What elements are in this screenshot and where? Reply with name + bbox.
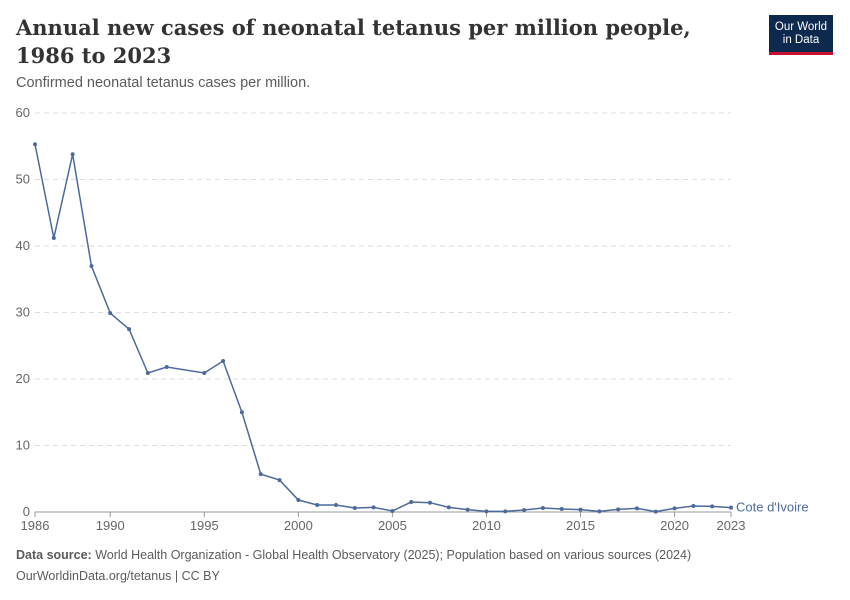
y-tick-label: 60 [16, 105, 30, 120]
data-point [559, 507, 564, 512]
data-point [127, 327, 132, 332]
series-line [34, 144, 732, 513]
data-point [522, 508, 527, 513]
x-tick-label: 2020 [660, 518, 689, 533]
data-point [446, 505, 451, 510]
data-point [108, 311, 113, 316]
data-point [164, 365, 169, 370]
data-point [315, 503, 320, 508]
source-label: Data source: [16, 548, 92, 562]
y-tick-label: 40 [16, 238, 30, 253]
x-tick-label: 2005 [378, 518, 407, 533]
data-point [653, 509, 658, 514]
y-tick-label: 30 [16, 305, 30, 320]
data-point [710, 504, 715, 509]
data-point [89, 263, 94, 268]
data-point [484, 509, 489, 514]
x-tick-label: 1990 [96, 518, 125, 533]
y-tick-label: 50 [16, 172, 30, 187]
data-point [277, 478, 282, 483]
data-point [202, 371, 207, 376]
data-point [390, 509, 395, 514]
source-note: Data source: World Health Organization -… [16, 548, 691, 562]
data-point [503, 509, 508, 514]
data-point [145, 371, 150, 376]
logo-line1: Our World [774, 20, 828, 33]
data-point [333, 503, 338, 508]
chart-title: Annual new cases of neonatal tetanus per… [16, 15, 691, 68]
data-point [409, 500, 414, 505]
x-tick-label: 1995 [190, 518, 219, 533]
license-link[interactable]: OurWorldinData.org/tetanus | CC BY [16, 569, 220, 583]
data-point [597, 509, 602, 514]
y-tick-label: 0 [23, 504, 30, 519]
data-point [729, 505, 733, 510]
data-point [296, 498, 301, 503]
data-point [634, 506, 639, 511]
data-point [578, 507, 583, 512]
data-point [540, 506, 545, 511]
data-point [672, 506, 677, 511]
x-tick-label: 2000 [284, 518, 313, 533]
data-point [33, 142, 37, 147]
logo-line2: in Data [782, 33, 820, 46]
x-tick-label: 2015 [566, 518, 595, 533]
x-tick-label: 2023 [717, 518, 746, 533]
data-point [221, 359, 226, 364]
y-tick-label: 10 [16, 438, 30, 453]
y-tick-label: 20 [16, 371, 30, 386]
x-tick-label: 1986 [21, 518, 50, 533]
data-point [616, 507, 621, 512]
data-point [239, 410, 244, 415]
x-tick-label: 2010 [472, 518, 501, 533]
data-point [371, 505, 376, 510]
source-text: World Health Organization - Global Healt… [91, 548, 692, 562]
chart-subtitle: Confirmed neonatal tetanus cases per mil… [16, 75, 311, 91]
data-point [51, 236, 56, 241]
data-point [258, 472, 263, 477]
owid-logo[interactable]: Our World in Data [769, 15, 833, 55]
data-point [691, 504, 696, 509]
data-point [70, 152, 75, 157]
series-label: Cote d'Ivoire [736, 500, 809, 515]
data-point [465, 507, 470, 512]
data-point [352, 506, 357, 511]
data-point [428, 500, 433, 505]
